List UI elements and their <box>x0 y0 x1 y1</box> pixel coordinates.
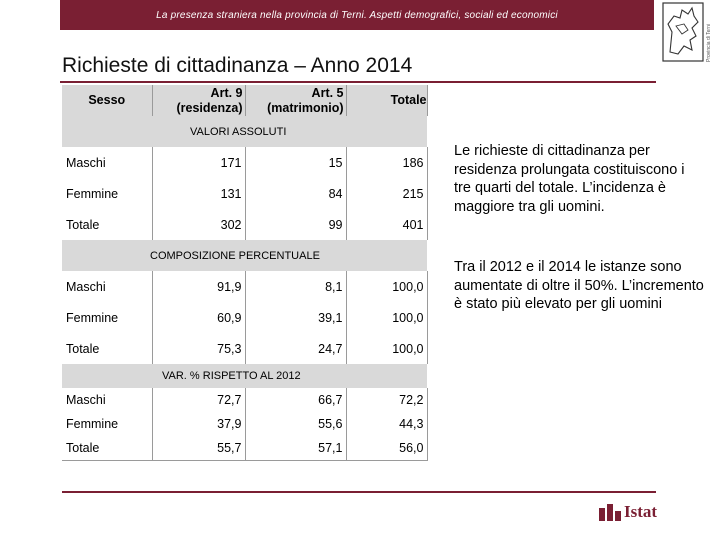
footer-divider <box>62 491 656 493</box>
column-header-sesso: Sesso <box>62 85 153 116</box>
row-label: Femmine <box>62 412 153 436</box>
cell-art9: 91,9 <box>152 271 246 302</box>
column-header-art9: Art. 9 (residenza) <box>152 85 246 116</box>
cell-art9: 60,9 <box>152 302 246 333</box>
cell-art9: 72,7 <box>152 388 246 412</box>
section-title: VALORI ASSOLUTI <box>62 116 427 147</box>
row-label: Totale <box>62 209 153 240</box>
province-crest-icon <box>662 2 704 62</box>
column-header-art9-line2: (residenza) <box>176 100 243 115</box>
column-header-art9-line1: Art. 9 <box>210 85 243 100</box>
table-row: Maschi 72,7 66,7 72,2 <box>62 388 428 412</box>
istat-logo: Istat <box>598 502 657 522</box>
section-title: VAR. % RISPETTO AL 2012 <box>62 364 427 388</box>
cell-art5: 24,7 <box>245 333 347 364</box>
cell-totale: 44,3 <box>346 412 428 436</box>
row-label: Femmine <box>62 302 153 333</box>
page-title: Richieste di cittadinanza – Anno 2014 <box>62 54 413 77</box>
cell-totale: 100,0 <box>346 333 428 364</box>
column-header-art5-line1: Art. 5 <box>311 85 344 100</box>
cell-totale: 100,0 <box>346 302 428 333</box>
cell-art5: 57,1 <box>245 436 347 461</box>
cell-art9: 75,3 <box>152 333 246 364</box>
cell-art9: 171 <box>152 147 246 178</box>
row-label: Totale <box>62 436 153 461</box>
section-header-row: VAR. % RISPETTO AL 2012 <box>62 364 427 388</box>
citizenship-table: Sesso Art. 9 (residenza) Art. 5 (matrimo… <box>62 85 428 461</box>
table-row: Femmine 131 84 215 <box>62 178 428 209</box>
header-bar: La presenza straniera nella provincia di… <box>60 0 654 30</box>
cell-art9: 131 <box>152 178 246 209</box>
table-row: Femmine 60,9 39,1 100,0 <box>62 302 428 333</box>
section-header-row: COMPOSIZIONE PERCENTUALE <box>62 240 427 271</box>
crest-caption: Provincia di Terni <box>706 24 712 62</box>
title-divider <box>60 81 656 83</box>
cell-totale: 56,0 <box>346 436 428 461</box>
table-row: Totale 75,3 24,7 100,0 <box>62 333 428 364</box>
table-row: Totale 302 99 401 <box>62 209 428 240</box>
cell-art9: 37,9 <box>152 412 246 436</box>
cell-art5: 15 <box>245 147 347 178</box>
row-label: Totale <box>62 333 153 364</box>
table-row: Maschi 91,9 8,1 100,0 <box>62 271 428 302</box>
cell-totale: 215 <box>346 178 428 209</box>
table-header-row: Sesso Art. 9 (residenza) Art. 5 (matrimo… <box>62 85 428 116</box>
section-header-row: VALORI ASSOLUTI <box>62 116 427 147</box>
table-row: Femmine 37,9 55,6 44,3 <box>62 412 428 436</box>
header-text: La presenza straniera nella provincia di… <box>156 9 558 21</box>
column-header-art5-line2: (matrimonio) <box>267 100 344 115</box>
istat-logo-icon <box>599 504 621 521</box>
cell-art5: 99 <box>245 209 347 240</box>
cell-totale: 186 <box>346 147 428 178</box>
cell-art9: 302 <box>152 209 246 240</box>
cell-totale: 100,0 <box>346 271 428 302</box>
cell-art5: 39,1 <box>245 302 347 333</box>
column-header-art5: Art. 5 (matrimonio) <box>245 85 347 116</box>
column-header-totale: Totale <box>346 85 428 116</box>
cell-art9: 55,7 <box>152 436 246 461</box>
table-row: Maschi 171 15 186 <box>62 147 428 178</box>
commentary-note: Le richieste di cittadinanza per residen… <box>454 143 685 215</box>
cell-totale: 72,2 <box>346 388 428 412</box>
row-label: Femmine <box>62 178 153 209</box>
row-label: Maschi <box>62 388 153 412</box>
cell-art5: 55,6 <box>245 412 347 436</box>
commentary-note: Tra il 2012 e il 2014 le istanze sono au… <box>454 259 704 312</box>
row-label: Maschi <box>62 147 153 178</box>
table-row: Totale 55,7 57,1 56,0 <box>62 436 428 461</box>
cell-art5: 8,1 <box>245 271 347 302</box>
row-label: Maschi <box>62 271 153 302</box>
istat-logo-text: Istat <box>624 502 658 521</box>
section-title: COMPOSIZIONE PERCENTUALE <box>62 240 427 271</box>
cell-art5: 84 <box>245 178 347 209</box>
cell-art5: 66,7 <box>245 388 347 412</box>
cell-totale: 401 <box>346 209 428 240</box>
